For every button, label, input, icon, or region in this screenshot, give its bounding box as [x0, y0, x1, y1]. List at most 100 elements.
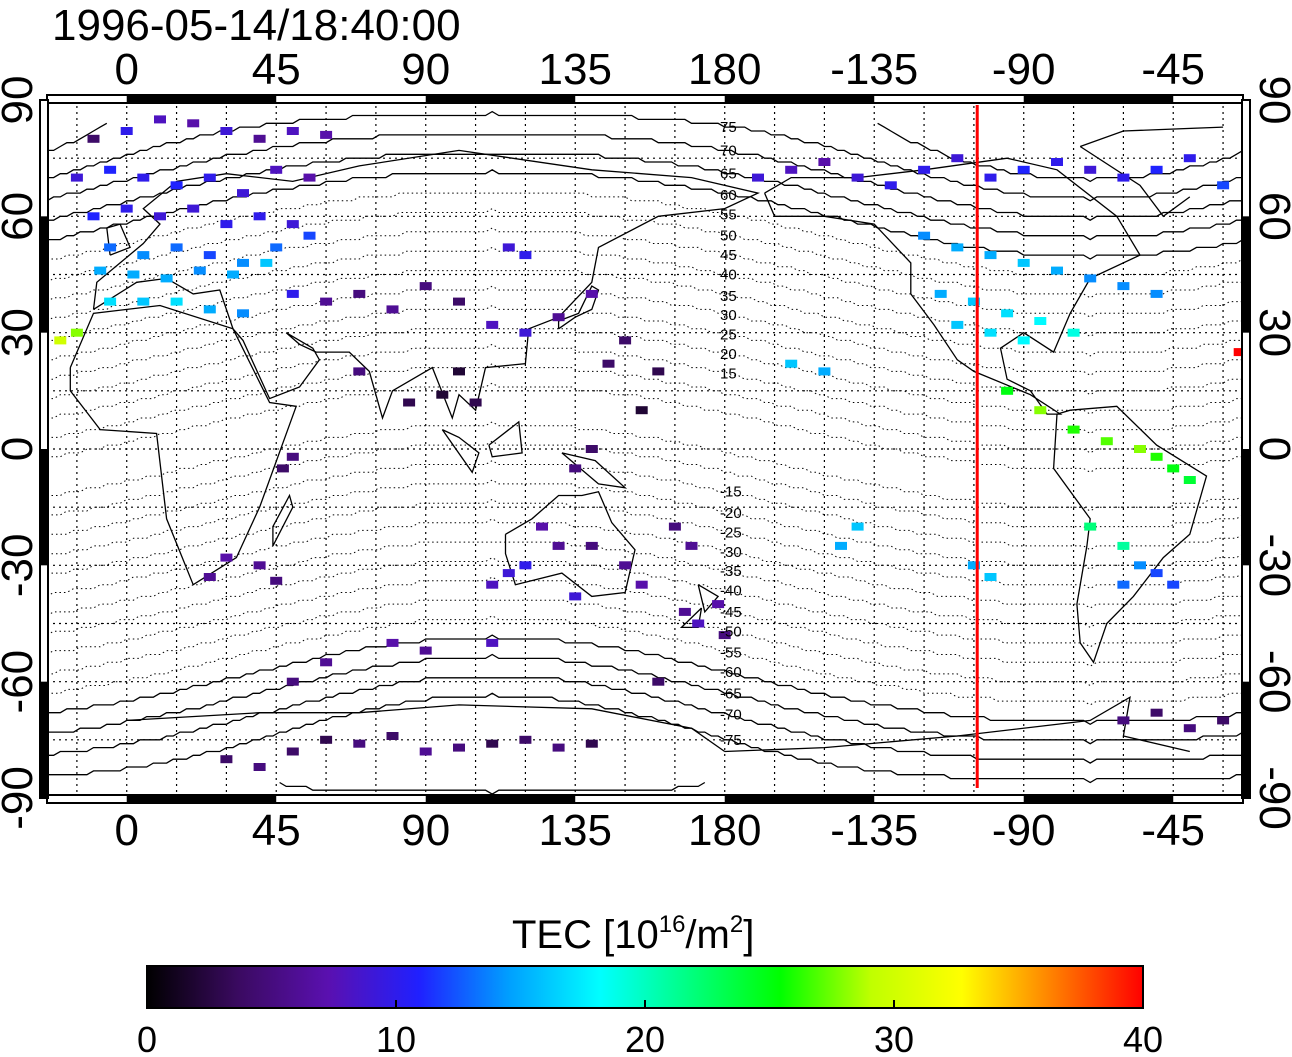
tec-point [918, 165, 931, 174]
mag-contour [47, 498, 1244, 590]
frame-tick-top [425, 95, 576, 103]
contour-label: -45 [720, 604, 742, 621]
tec-point [1084, 522, 1097, 531]
colorbar-title: TEC [1016/m2] [512, 911, 754, 957]
tec-point [519, 735, 532, 744]
frame-tick-right [1242, 681, 1250, 798]
contour-label: 65 [720, 166, 737, 183]
tec-point [419, 646, 432, 655]
tec-point [502, 569, 515, 578]
tec-point [984, 251, 997, 260]
tec-point [253, 561, 266, 570]
tec-point [951, 154, 964, 163]
tec-point [154, 212, 166, 221]
mag-contour [47, 363, 1243, 454]
mag-contour [46, 541, 1243, 628]
tec-point [187, 119, 200, 128]
tec-point [1150, 289, 1163, 298]
lat-tick-label: 0 [0, 437, 42, 461]
contour-label: -30 [720, 544, 742, 561]
mag-contour [47, 677, 1243, 764]
tec-point [619, 336, 632, 345]
colorbar-tick-label: 20 [625, 1019, 665, 1057]
mag-contour [47, 460, 1244, 551]
contour-label: 55 [720, 206, 737, 223]
mag-contour [47, 153, 1243, 241]
contour-label: 60 [720, 187, 737, 204]
coastline-segment [106, 223, 131, 256]
frame-tick-bottom [724, 795, 875, 803]
tec-point [286, 677, 299, 686]
tec-point [619, 561, 632, 570]
contour-label: 30 [720, 307, 737, 324]
tec-point [718, 631, 731, 640]
tec-point [403, 398, 416, 407]
frame-tick-bottom [126, 795, 277, 803]
lat-tick-label: 60 [1250, 192, 1292, 241]
tec-point [712, 600, 725, 609]
tec-point [851, 522, 864, 531]
tec-point [536, 522, 548, 531]
tec-point [320, 735, 333, 744]
lat-tick-label: -60 [0, 650, 42, 714]
coastline-segment [1079, 126, 1224, 218]
contour-label: 35 [720, 288, 737, 305]
tec-point [1134, 445, 1146, 453]
tec-point [170, 297, 183, 306]
frame-tick-right [1242, 449, 1250, 566]
contour-label: 75 [720, 119, 737, 136]
coastline-segment [92, 149, 760, 421]
tec-point [884, 181, 897, 190]
lat-tick-label: 60 [0, 192, 42, 241]
tec-point [270, 576, 283, 585]
tec-point [1117, 282, 1130, 291]
tec-point [967, 561, 980, 570]
tec-point [286, 220, 299, 229]
tec-point [1150, 569, 1163, 578]
frame-tick-left [40, 681, 48, 798]
lon-tick-label: -45 [1141, 806, 1205, 855]
lon-tick-label: 90 [401, 45, 450, 94]
tec-point [87, 134, 100, 143]
mag-contour [46, 557, 1243, 648]
mag-contour [47, 599, 1243, 687]
tec-point [585, 445, 598, 453]
lon-tick-label: 45 [252, 45, 301, 94]
lat-tick-label: 30 [0, 308, 42, 357]
tec-point [1117, 541, 1130, 550]
tec-point [652, 367, 665, 376]
lon-tick-label: -90 [992, 806, 1056, 855]
tec-point [1233, 348, 1246, 357]
tec-point [519, 561, 532, 570]
tec-point [1084, 165, 1097, 174]
coastline-segment [679, 607, 703, 629]
tec-point [818, 158, 831, 166]
coastline-segment [272, 493, 294, 547]
tec-point [386, 305, 399, 314]
tec-point [486, 320, 499, 329]
tec-point [87, 212, 100, 221]
tec-point [276, 464, 289, 473]
lat-tick-label: 90 [0, 76, 42, 125]
tec-point [270, 243, 283, 252]
tec-point [785, 359, 798, 368]
tec-point [519, 328, 532, 337]
timestamp-title: 1996-05-14/18:40:00 [52, 1, 461, 50]
tec-point [120, 204, 133, 213]
tec-point [519, 251, 532, 260]
contour-label: 15 [720, 365, 737, 382]
mag-contour [47, 615, 1243, 706]
lat-tick-label: -30 [0, 534, 42, 598]
lon-tick-label: 0 [114, 806, 138, 855]
coastline-segment [1052, 405, 1208, 664]
contour-labels: 75 70 65 60 55 50 45 40 35 30 25 20 15 -15 -20 -25 -30 -3… [720, 119, 742, 749]
map-panel: 75 70 65 60 55 50 45 40 35 30 25 20 15 -15 -20 -25 -30 -3… [39, 94, 1251, 804]
coastline-segment [764, 157, 1141, 415]
contour-label: -75 [720, 732, 742, 749]
tec-point [469, 398, 482, 407]
tec-point [951, 243, 964, 252]
tec-point [785, 165, 798, 174]
contour-label: -60 [720, 664, 742, 681]
mag-contour [47, 421, 1244, 512]
lat-tick-label: 30 [1250, 308, 1292, 357]
